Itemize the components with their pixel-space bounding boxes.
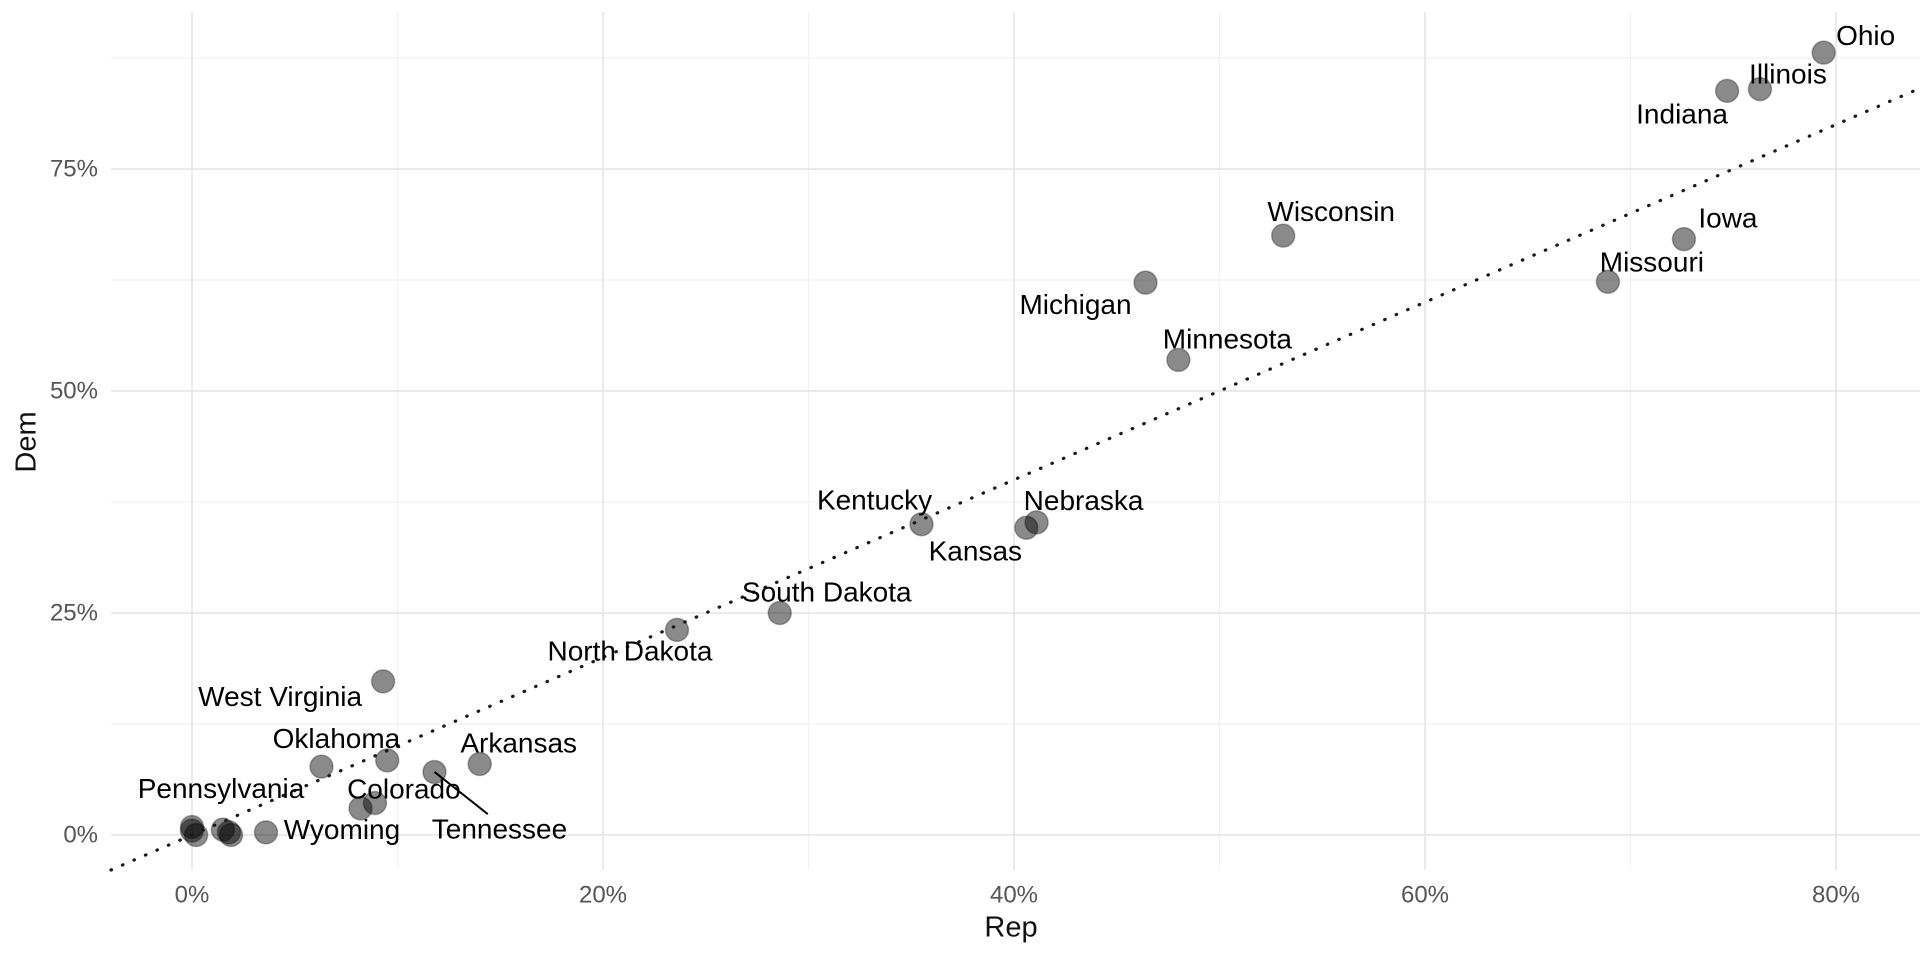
data-point [1671, 226, 1697, 252]
label-callout-line [433, 771, 489, 815]
state-label: Oklahoma [273, 723, 401, 754]
data-point [179, 814, 205, 840]
x-tick-label: 20% [579, 882, 627, 909]
state-label: North Dakota [547, 635, 712, 666]
state-label: Wyoming [284, 814, 400, 845]
state-label: Kansas [929, 535, 1022, 566]
state-label: Iowa [1698, 203, 1758, 234]
y-axis-title: Dem [10, 411, 43, 473]
state-label: Ohio [1836, 20, 1895, 51]
data-point [218, 822, 244, 848]
state-label: West Virginia [198, 681, 362, 712]
x-tick-label: 60% [1401, 882, 1449, 909]
state-label: Tennessee [432, 813, 567, 844]
x-axis-title: Rep [984, 911, 1038, 944]
data-point [767, 600, 792, 626]
state-label: Indiana [1636, 98, 1728, 129]
state-label: Michigan [1019, 289, 1131, 320]
data-point [1595, 269, 1621, 295]
y-tick-label: 25% [50, 600, 98, 627]
data-point [216, 820, 242, 845]
data-point [1166, 347, 1191, 373]
state-label: Colorado [347, 774, 461, 805]
data-point [1270, 223, 1296, 248]
data-point [183, 822, 209, 848]
data-point [1014, 515, 1039, 541]
x-tick-label: 80% [1812, 882, 1860, 909]
data-point [1747, 76, 1773, 102]
data-point [664, 617, 690, 643]
y-tick-label: 0% [63, 822, 98, 849]
state-label: Wisconsin [1267, 196, 1395, 227]
data-point [1714, 78, 1740, 104]
data-point [374, 748, 400, 773]
state-label: Minnesota [1163, 323, 1293, 354]
state-label: Arkansas [460, 727, 577, 758]
data-point [362, 790, 388, 816]
state-label: Pennsylvania [138, 773, 305, 804]
data-point [1024, 510, 1049, 535]
y-tick-label: 75% [50, 156, 98, 183]
data-point [370, 669, 396, 694]
data-point [422, 759, 447, 785]
data-point [1133, 270, 1158, 295]
data-point [467, 751, 492, 777]
state-label: Nebraska [1024, 485, 1144, 516]
state-label: South Dakota [742, 577, 912, 608]
y-tick-label: 50% [50, 378, 98, 405]
data-point [309, 754, 334, 779]
x-tick-label: 0% [175, 882, 210, 909]
state-label: Illinois [1749, 59, 1827, 90]
data-point [210, 817, 236, 842]
state-label: Missouri [1600, 246, 1704, 277]
state-label: Kentucky [817, 485, 932, 516]
data-point [253, 820, 279, 845]
data-point [1811, 40, 1836, 65]
x-tick-label: 40% [990, 882, 1038, 909]
data-point [348, 796, 373, 821]
